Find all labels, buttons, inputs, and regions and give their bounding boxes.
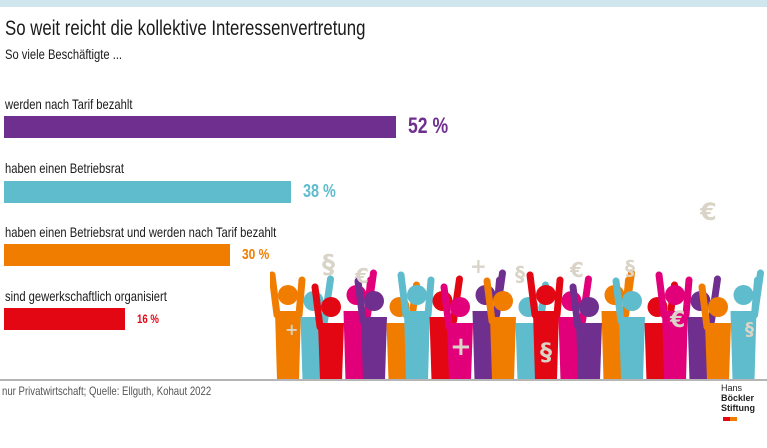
symbol-icon: § xyxy=(745,319,754,340)
top-accent-strip xyxy=(0,0,767,7)
value-label: 30 % xyxy=(242,246,276,263)
value-label: 38 % xyxy=(303,181,344,202)
person-figure xyxy=(354,277,387,380)
category-label-text: haben einen Betriebsrat xyxy=(5,160,124,176)
person-figure xyxy=(698,283,731,380)
logo-text-boeckler: Böckler xyxy=(721,393,755,403)
bar xyxy=(4,181,291,203)
symbol-icon: + xyxy=(470,254,487,278)
person-figure xyxy=(311,283,344,380)
logo-text-hans: Hans xyxy=(721,383,743,393)
chart-subtitle-text: So viele Beschäftigte ... xyxy=(5,46,123,62)
category-label: werden nach Tarif bezahlt xyxy=(5,96,164,112)
value-label-text: 38 % xyxy=(302,180,336,201)
person-figure xyxy=(569,283,602,380)
source-text: nur Privatwirtschaft; Quelle: Ellguth, K… xyxy=(2,384,212,398)
person-figure xyxy=(483,277,516,380)
symbol-icon: § xyxy=(625,256,635,280)
person-figure xyxy=(526,271,564,380)
value-label-text: 52 % xyxy=(408,113,449,139)
person-figure xyxy=(612,277,645,380)
logo-mark xyxy=(723,416,737,421)
bar xyxy=(4,116,397,138)
hans-boeckler-logo: Hans Böckler Stiftung xyxy=(721,383,767,423)
person-figure xyxy=(655,271,693,380)
bar xyxy=(4,244,231,266)
category-label-text: sind gewerkschaftlich organisiert xyxy=(5,288,167,304)
source-note: nur Privatwirtschaft; Quelle: Ellguth, K… xyxy=(2,384,263,398)
person-figure xyxy=(440,283,473,380)
chart-subtitle: So viele Beschäftigte ... xyxy=(5,46,151,62)
symbol-icon: € xyxy=(699,198,717,226)
symbol-icon: § xyxy=(540,338,552,366)
symbol-icon: € xyxy=(669,308,685,333)
person-figure xyxy=(270,271,306,380)
divider xyxy=(0,379,767,381)
category-label-text: werden nach Tarif bezahlt xyxy=(5,96,133,112)
crowd-illustration: § € + § € § € + § € + § xyxy=(270,198,764,380)
category-label-text: haben einen Betriebsrat und werden nach … xyxy=(5,224,277,240)
value-label-text: 30 % xyxy=(242,245,270,263)
chart-title-text: So weit reicht die kollektive Interessen… xyxy=(5,17,366,40)
category-label: haben einen Betriebsrat xyxy=(5,160,154,176)
person-figure xyxy=(397,271,435,380)
chart-title: So weit reicht die kollektive Interessen… xyxy=(5,17,456,41)
value-label-text: 16 % xyxy=(136,311,159,326)
logo-text-stiftung: Stiftung xyxy=(721,403,755,413)
person-figure xyxy=(730,269,764,380)
value-label: 16 % xyxy=(137,312,164,326)
symbol-icon: € xyxy=(569,258,584,282)
symbol-icon: + xyxy=(285,320,298,339)
bar xyxy=(4,308,125,330)
category-label: haben einen Betriebsrat und werden nach … xyxy=(5,224,344,240)
symbol-icon: § xyxy=(322,250,335,280)
value-label: 52 % xyxy=(408,113,458,139)
category-label: sind gewerkschaftlich organisiert xyxy=(5,288,207,304)
symbol-icon: + xyxy=(450,332,472,362)
symbol-icon: § xyxy=(515,262,525,286)
symbol-icon: € xyxy=(354,264,369,288)
